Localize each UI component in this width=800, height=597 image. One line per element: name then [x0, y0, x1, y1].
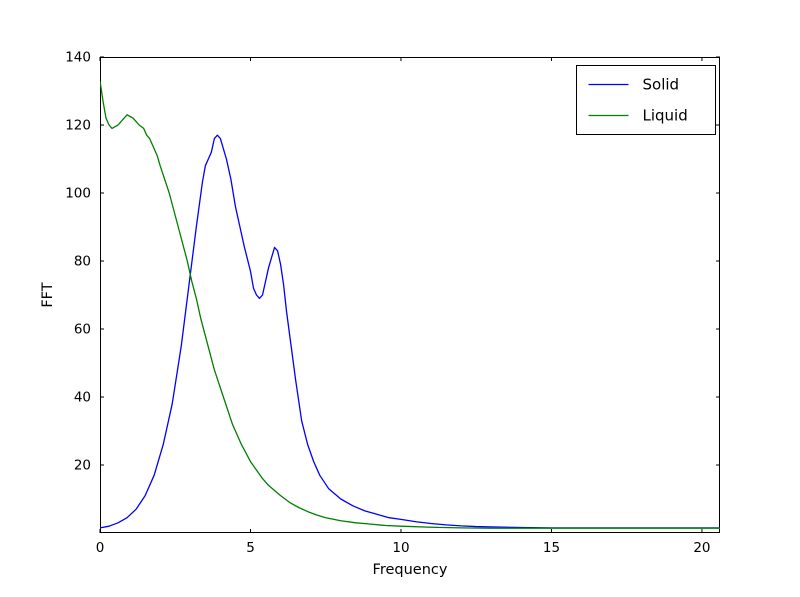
x-tick-label: 0 [96, 540, 105, 556]
legend-label-liquid: Liquid [643, 107, 688, 125]
legend-box [576, 65, 716, 135]
x-tick-label: 15 [543, 540, 560, 556]
legend: Solid Liquid [576, 65, 716, 135]
x-tick-label: 20 [693, 540, 710, 556]
y-axis-label: FFT [40, 282, 56, 307]
y-tick-label: 60 [74, 322, 91, 338]
y-tick-label: 20 [74, 458, 91, 474]
y-tick-label: 40 [74, 390, 91, 406]
x-tick-label: 10 [392, 540, 409, 556]
x-axis-label: Frequency [373, 562, 448, 578]
y-tick-label: 100 [65, 186, 91, 202]
series-line-solid [100, 134, 720, 529]
legend-label-solid: Solid [643, 76, 680, 94]
y-tick-label: 140 [65, 50, 91, 66]
y-tick-label: 120 [65, 118, 91, 134]
axes-frame [100, 57, 720, 533]
series-line-liquid [100, 80, 720, 529]
y-tick-label: 80 [74, 254, 91, 270]
x-tick-label: 5 [246, 540, 255, 556]
